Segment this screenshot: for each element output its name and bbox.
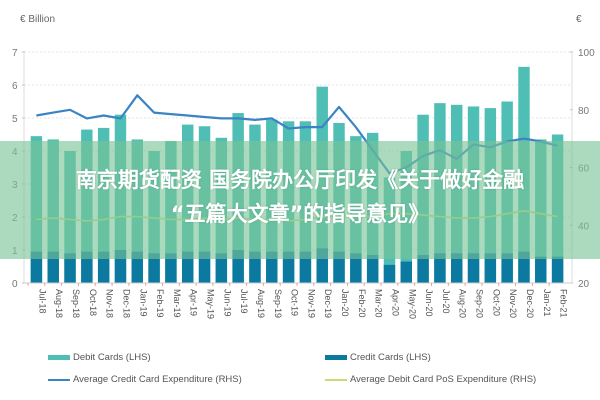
x-tick-label: Aug-20 [458,289,468,318]
credit-bar [400,261,412,283]
credit-bar [249,251,261,283]
credit-swatch [325,355,347,360]
right-tick-label: 20 [578,279,590,290]
x-tick-label: Nov-18 [105,289,115,318]
x-tick-label: Jun-19 [222,289,232,317]
x-tick-label: Dec-18 [121,289,131,318]
left-axis-title: € Billion [20,14,55,25]
credit-bar [266,251,278,283]
credit-bar [282,251,295,283]
credit-bar [350,253,362,283]
legend-debit-cards: Debit Cards (LHS) [48,352,151,363]
credit-bar [434,253,446,283]
credit-bar [47,251,59,283]
x-tick-label: Jul-18 [37,289,47,314]
credit-bar [366,254,379,283]
x-tick-label: Mar-20 [374,289,384,318]
legend-avg-debit: Average Debit Card PoS Expenditure (RHS) [325,374,536,385]
credit-bar [383,264,396,283]
x-tick-label: Aug-19 [256,289,266,318]
chart-legend: Debit Cards (LHS) Credit Cards (LHS) Ave… [0,352,600,400]
legend-label: Average Credit Card Expenditure (RHS) [73,374,242,385]
x-tick-label: Jul-20 [441,289,451,314]
credit-bar [333,251,345,283]
credit-bar [114,250,127,283]
credit-bar [198,251,211,283]
debit-swatch [48,355,70,360]
left-tick-label: 7 [12,48,18,59]
x-tick-label: Oct-19 [290,289,300,316]
credit-bar [299,251,312,283]
credit-bar [97,251,110,283]
left-tick-label: 5 [12,114,18,125]
overlay-banner [0,141,600,259]
headline-line-1: 南京期货配资 国务院办公厅印发《关于做好金融 [75,168,525,192]
x-tick-label: May-19 [206,289,216,319]
credit-bar [232,250,244,283]
credit-bar [182,251,194,283]
credit-bar [81,251,93,283]
credit-bar [535,256,547,283]
x-tick-label: Apr-19 [189,289,199,316]
x-tick-label: Oct-20 [491,289,501,316]
x-tick-label: Sep-18 [71,289,81,318]
legend-label: Debit Cards (LHS) [73,352,151,363]
right-axis-title: € [576,14,582,25]
headline-line-2: “五篇大文章”的指导意见》 [170,202,430,226]
x-tick-label: Mar-19 [172,289,182,318]
left-tick-label: 6 [12,81,18,92]
x-tick-label: Nov-19 [306,289,316,318]
credit-bar [518,251,530,283]
x-tick-label: May-20 [407,289,417,319]
credit-bar [484,253,497,283]
x-axis: Jul-18 Aug-18 Sep-18 Oct-18 Nov-18 Dec-18 Jan-… [24,282,572,319]
credit-bar [165,253,177,283]
x-tick-label: Jan-19 [138,289,148,317]
x-tick-label: Feb-21 [559,289,569,318]
x-tick-label: Sep-19 [273,289,283,318]
credit-bar [30,251,43,283]
x-tick-label: Jan-21 [542,289,552,317]
x-tick-label: Feb-20 [357,289,367,318]
x-tick-label: Sep-20 [475,289,485,318]
x-tick-label: Jun-20 [424,289,434,317]
legend-credit-cards: Credit Cards (LHS) [325,352,431,363]
credit-bar [215,253,228,283]
legend-label: Credit Cards (LHS) [350,352,431,363]
credit-bar [131,251,143,283]
x-tick-label: Nov-20 [508,289,518,318]
x-tick-label: Oct-18 [88,289,98,316]
credit-bar [551,256,564,283]
x-tick-label: Dec-19 [323,289,333,318]
right-tick-label: 80 [578,106,590,117]
credit-bar [316,248,328,283]
x-tick-label: Jan-20 [340,289,350,317]
x-tick-label: Jul-19 [239,289,249,314]
avg-debit-swatch [325,378,347,381]
overlay-headline: 南京期货配资 国务院办公厅印发《关于做好金融 “五篇大文章”的指导意见》 [0,163,600,231]
x-tick-label: Aug-18 [54,289,64,318]
credit-bar [451,253,463,283]
credit-bar [501,253,513,283]
avg-credit-swatch [48,378,70,381]
x-tick-label: Feb-19 [155,289,165,318]
legend-label: Average Debit Card PoS Expenditure (RHS) [350,374,537,385]
x-tick-label: Dec-20 [525,289,535,318]
credit-bar [64,253,76,283]
x-tick-label: Apr-20 [390,289,400,316]
left-tick-label: 0 [12,279,18,290]
right-tick-label: 100 [578,48,595,59]
legend-avg-credit: Average Credit Card Expenditure (RHS) [48,374,242,385]
credit-bar [417,254,429,283]
credit-bar [148,253,160,283]
credit-bar [467,253,480,283]
